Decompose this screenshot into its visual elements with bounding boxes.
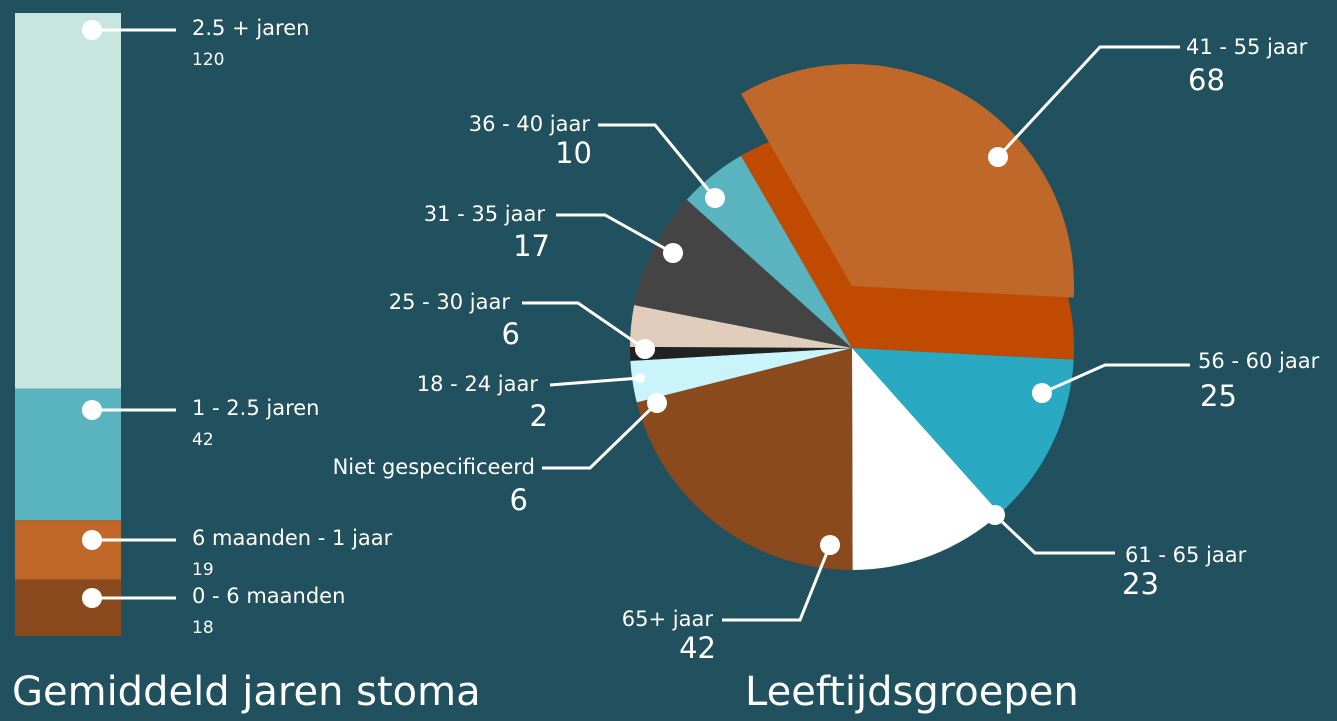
bar-segment — [15, 388, 121, 521]
slice-value: 10 — [555, 136, 592, 170]
pie-slice — [629, 346, 852, 361]
leader-dot — [705, 188, 725, 208]
leader-dot — [1032, 383, 1052, 403]
leader-dot — [820, 535, 840, 555]
segment-value: 19 — [192, 560, 214, 580]
bar-segment — [15, 579, 121, 636]
pie-slice — [636, 348, 853, 570]
pie-slice — [634, 199, 852, 348]
leader-line — [522, 301, 646, 351]
leader-line — [722, 544, 832, 622]
slice-name: 25 - 30 jaar — [389, 290, 511, 314]
leader-dot — [647, 393, 667, 413]
slice-name: 41 - 55 jaar — [1186, 35, 1308, 59]
segment-name: 2.5 + jaren — [192, 16, 309, 40]
pie-title: Leeftijdsgroepen — [745, 669, 1079, 715]
leader-line — [549, 376, 641, 387]
leader-dot — [635, 373, 645, 383]
pie-slice — [741, 63, 1074, 298]
segment-value: 120 — [192, 50, 224, 70]
leader-line — [1041, 363, 1190, 395]
leader-dot — [635, 339, 655, 359]
segment-value: 42 — [192, 430, 214, 450]
slice-value: 42 — [679, 631, 716, 665]
segment-value: 18 — [192, 618, 214, 638]
leader-line — [996, 45, 1180, 159]
pie-slice — [630, 348, 852, 403]
leader-dot — [663, 243, 683, 263]
pie-slice — [686, 155, 852, 348]
leader-dot — [82, 530, 102, 550]
slice-name: Niet gespecificeerd — [333, 455, 535, 479]
leader-line — [542, 401, 659, 470]
slice-name: 36 - 40 jaar — [469, 112, 591, 136]
slice-value: 23 — [1122, 567, 1159, 601]
slice-name: 56 - 60 jaar — [1198, 349, 1320, 373]
slice-value: 2 — [530, 399, 548, 433]
leader-line — [598, 123, 717, 199]
pie-slice — [630, 305, 852, 348]
slice-name: 18 - 24 jaar — [417, 372, 539, 396]
leader-dot — [985, 505, 1005, 525]
slice-value: 68 — [1188, 63, 1225, 97]
pie-slice — [852, 348, 1000, 570]
slice-value: 25 — [1200, 379, 1237, 413]
segment-name: 1 - 2.5 jaren — [192, 396, 319, 420]
segment-name: 0 - 6 maanden — [192, 584, 345, 608]
slice-name: 65+ jaar — [622, 607, 714, 631]
leader-line — [556, 213, 674, 255]
leader-line — [993, 513, 1115, 555]
bar-segment — [15, 520, 121, 580]
slice-value: 17 — [513, 229, 550, 263]
leader-dot — [82, 588, 102, 608]
leader-dot — [82, 20, 102, 40]
bar-title: Gemiddeld jaren stoma — [12, 669, 481, 715]
slice-name: 61 - 65 jaar — [1125, 543, 1247, 567]
slice-value: 6 — [510, 483, 528, 517]
bar-segment — [15, 13, 121, 389]
leader-dot — [82, 400, 102, 420]
slice-name: 31 - 35 jaar — [424, 202, 546, 226]
pie-slice — [852, 348, 1074, 514]
slice-value: 6 — [502, 317, 520, 351]
leader-dot — [988, 147, 1008, 167]
segment-name: 6 maanden - 1 jaar — [192, 526, 393, 550]
